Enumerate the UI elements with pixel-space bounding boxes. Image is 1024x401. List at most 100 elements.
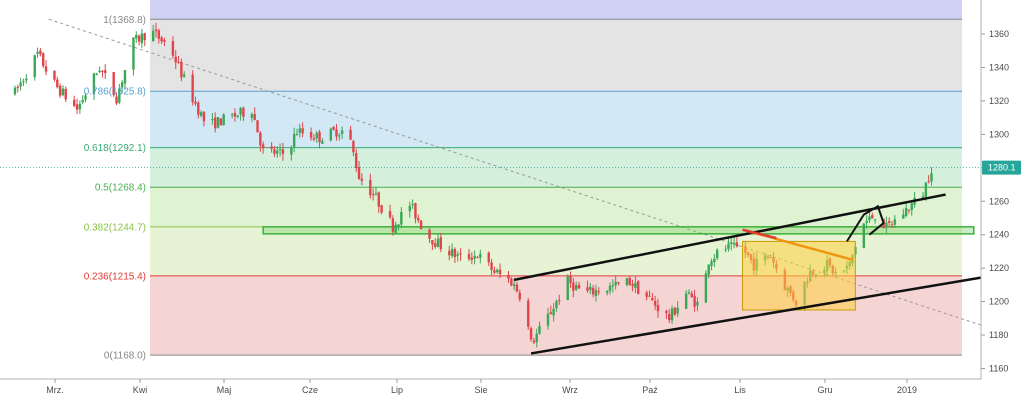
candle-body [456,254,459,256]
red-trend-line[interactable] [742,228,777,240]
candle-body [154,29,158,32]
y-tick-label: 1220 [989,263,1009,273]
candle-body [253,114,256,120]
consolidation-rectangle[interactable] [742,240,856,311]
fib-zone [150,19,962,92]
candle-body [732,242,736,244]
fib-zone [150,187,962,227]
candle-body [369,179,372,196]
candle-body [910,203,913,211]
candle-body [608,285,612,291]
candle-body [538,326,541,334]
candle-body [459,253,462,255]
candle-body [400,211,403,225]
candle-body [479,253,482,258]
candle-body [25,78,28,81]
candle-body [242,107,245,117]
candle-body [230,114,234,116]
candle-body [594,289,598,296]
candle-body [56,79,59,88]
candle-body [295,134,299,136]
projection-arrow[interactable] [846,204,885,242]
candle-body [715,249,719,259]
candle-body [512,284,516,287]
candle-body [355,153,358,169]
candle-body [927,181,930,183]
candle-body [518,292,521,300]
candle-body [278,149,282,151]
candle-body [19,82,22,87]
candle-body [885,222,888,228]
candle-body [893,219,897,225]
lower-channel-line[interactable] [530,271,1008,355]
candle-body [888,221,891,223]
candle-body [735,242,739,247]
candle-body [589,286,592,291]
candle-body [473,255,476,259]
candle-body [160,37,163,42]
candle-body [135,34,138,39]
candle-body [411,204,414,206]
candle-body [397,224,400,227]
candle-body [78,103,82,110]
candle-body [439,237,443,250]
candle-body [498,269,502,275]
candle-body [380,205,383,213]
candle-body [177,62,180,64]
candle-body [174,56,177,63]
candle-body [704,273,708,303]
candle-body [572,282,575,291]
candle-body [199,112,203,116]
candle-body [921,196,925,199]
time-axis-bg [0,379,1024,401]
candle-body [651,297,654,301]
candle-body [292,134,296,147]
candle-body [614,281,617,286]
candle-body [222,114,225,125]
candle-body [394,224,397,234]
candle-body [256,120,259,133]
candle-body [312,138,316,140]
last-price-value: 1280.1 [988,163,1016,173]
candle-body [214,117,217,129]
candle-body [673,307,677,315]
fib-label: 0.236(1215.4) [84,271,146,282]
candle-body [371,194,375,196]
candle-body [611,285,615,287]
candle-body [259,132,262,146]
candle-body [653,300,657,306]
candle-body [157,30,161,39]
candle-body [453,249,457,258]
resistance-box[interactable] [262,226,975,235]
candle-body [338,135,341,137]
candle-body [33,55,36,78]
candle-body [388,211,392,218]
candle-body [39,50,42,55]
x-tick-label: 2019 [897,385,917,395]
last-price-tag-bg [982,160,1021,175]
candle-body [211,119,214,121]
y-tick-label: 1260 [989,196,1009,206]
candle-body [137,35,141,42]
candle-body [637,281,640,295]
candle-body [191,74,194,103]
price-axis[interactable]: 1160118012001220124012601280130013201340… [980,0,1024,379]
candle-body [625,278,629,285]
candle-body [53,70,56,80]
y-tick-label: 1340 [989,62,1009,72]
candle-body [42,53,45,67]
candle-body [448,250,451,256]
candle-body [529,328,533,340]
candle-body [924,182,928,198]
candle-body [115,96,118,104]
candle-body [597,291,600,293]
candle-body [329,128,333,141]
x-tick-label: Sie [474,385,487,395]
time-axis[interactable]: Mrz. Kwi Maj Cze Lip Sie Wrz Paź Lis Gru 2019 [0,378,1024,401]
candle-body [871,215,874,219]
fib-level-labels: 1(1368.8) 0.786(1325.8) 0.618(1292.1) 0.5(1… [84,15,146,362]
candle-body [707,264,710,275]
candle-body [606,290,609,293]
candle-body [332,127,335,130]
